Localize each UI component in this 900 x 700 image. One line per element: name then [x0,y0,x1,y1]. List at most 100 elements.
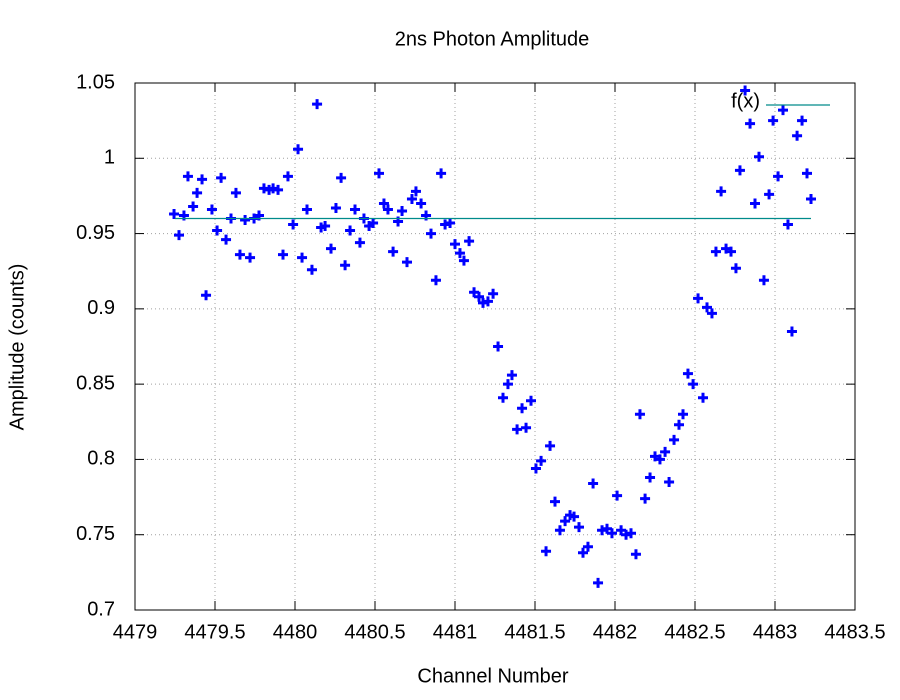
point [302,204,312,215]
point [450,239,460,250]
point [773,171,784,182]
point [169,208,180,219]
point [645,472,656,483]
x-axis-label: Channel Number [417,665,569,687]
point [388,246,399,257]
point [436,168,447,179]
point [336,172,347,183]
point [234,249,245,260]
point [612,490,623,501]
y-tick-label: 0.95 [76,222,115,244]
point [716,186,727,197]
point [416,198,427,209]
point [688,379,699,390]
point [182,171,193,182]
point [512,424,523,435]
point [588,478,599,489]
point [464,236,475,247]
point [740,85,751,96]
chart-title: 2ns Photon Amplitude [395,28,590,50]
point [710,246,721,257]
y-tick-label: 1 [104,147,115,169]
point [212,225,223,236]
x-tick-label: 4480 [273,621,318,643]
point [669,434,680,445]
point [268,183,279,194]
point [312,99,323,110]
point [621,529,632,540]
point [640,493,651,504]
point [297,252,308,263]
point [188,201,199,212]
point [674,419,684,430]
point [578,547,588,558]
point [498,392,508,403]
point [702,302,712,313]
point [634,409,645,420]
point [474,291,484,302]
point [530,463,541,474]
point [526,395,536,406]
point [282,171,293,182]
x-tick-label: 4479 [113,621,158,643]
point [378,198,389,209]
legend-label: f(x) [731,90,760,112]
point [806,193,816,204]
point [550,496,560,507]
x-tick-label: 4482.5 [664,621,725,643]
point [278,249,288,260]
point [782,219,793,230]
point [554,525,565,536]
x-tick-label: 4482 [593,621,638,643]
point [630,549,641,560]
point [750,198,760,209]
y-axis-label: Amplitude (counts) [6,264,28,431]
point [488,288,499,299]
point [726,246,736,257]
x-tick-label: 4480.5 [344,621,405,643]
y-tick-label: 0.8 [87,448,115,470]
point [273,184,284,195]
point [350,204,360,215]
point [541,546,552,557]
point [682,368,693,379]
point [506,370,517,381]
point [792,130,803,141]
point [758,275,769,286]
point [192,187,203,198]
point [293,144,304,155]
point [330,202,341,213]
point [797,115,808,126]
point [582,541,593,552]
point [174,230,184,241]
point [660,446,671,457]
point [626,528,636,539]
point [593,577,604,588]
point [693,293,704,304]
point [745,118,756,129]
point [221,234,232,245]
point [340,260,351,271]
point [768,115,779,126]
point [678,409,688,420]
point [754,151,764,162]
x-tick-label: 4483.5 [824,621,885,643]
y-tick-label: 1.05 [76,71,115,93]
point [206,204,217,215]
point [374,168,384,179]
point [406,193,417,204]
point [306,264,317,275]
point [320,221,331,232]
point [402,257,412,268]
point [698,392,708,403]
point [258,183,269,194]
point [502,379,513,390]
y-tick-label: 0.75 [76,523,115,545]
point [545,440,556,451]
point [730,263,741,274]
point [654,454,665,465]
point [706,308,717,319]
point [802,168,812,179]
point [458,255,469,266]
